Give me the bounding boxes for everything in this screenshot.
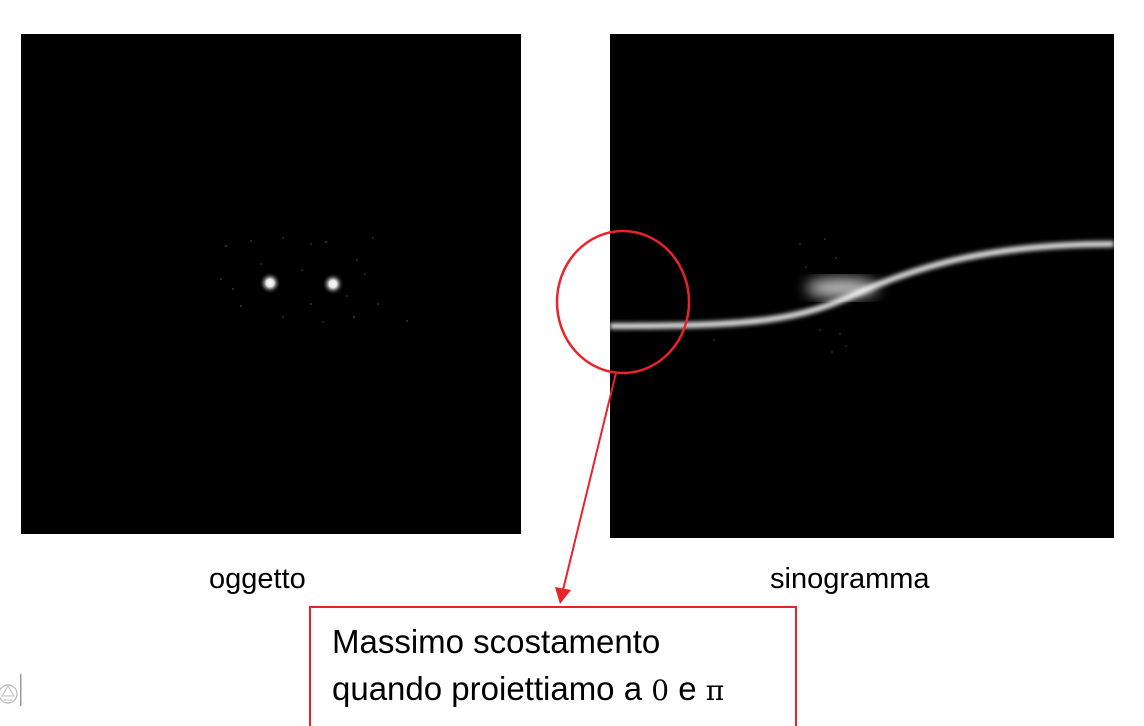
object-image: [21, 34, 521, 534]
object-caption: oggetto: [209, 563, 306, 595]
sinogram-caption: sinogramma: [770, 563, 930, 595]
object-noise: [219, 236, 409, 323]
annotation-conjunction: e: [678, 670, 697, 707]
annotation-arrow-shaft: [562, 372, 617, 591]
annotation-arrow-head: [555, 587, 571, 604]
annotation-overlay: [555, 229, 691, 604]
annotation-line-2: quando proiettiamo a 0 e π: [332, 672, 724, 705]
sinogram-noise: [713, 237, 847, 354]
angle-pi-symbol: π: [705, 674, 725, 707]
sinogram-crossing-glow: [806, 278, 878, 298]
angle-zero-symbol: 0: [651, 674, 670, 707]
university-logo-icon: [0, 674, 22, 706]
object-point-source-left: [259, 272, 281, 294]
sinogram-image: [610, 34, 1114, 538]
object-point-source-right: [322, 273, 344, 295]
sinogram-canvas: [610, 237, 1114, 354]
annotation-box: Massimo scostamento quando proiettiamo a…: [309, 606, 797, 726]
annotation-line-2-prefix: quando proiettiamo a: [332, 670, 643, 707]
annotation-line-1: Massimo scostamento: [332, 623, 661, 660]
object-image-canvas: [219, 236, 409, 323]
highlight-circle: [555, 229, 691, 375]
